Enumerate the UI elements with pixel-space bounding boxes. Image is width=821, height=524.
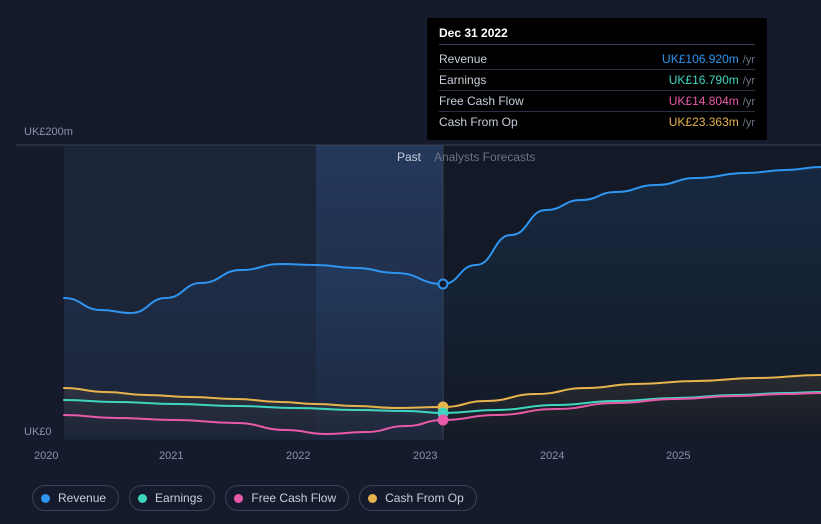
legend-item[interactable]: Free Cash Flow (225, 485, 349, 511)
tooltip-row: Free Cash FlowUK£14.804m/yr (439, 91, 755, 112)
tooltip-row-unit: /yr (743, 117, 755, 129)
x-axis-tick-label: 2024 (540, 450, 564, 462)
x-axis-tick-label: 2020 (34, 450, 58, 462)
legend-dot (368, 494, 377, 503)
x-axis-tick-label: 2021 (159, 450, 183, 462)
chart-legend: Revenue Earnings Free Cash Flow Cash From O… (32, 485, 477, 511)
tooltip-row-unit: /yr (743, 75, 755, 87)
section-label-forecast: Analysts Forecasts (434, 150, 535, 164)
section-label-past: Past (397, 150, 421, 164)
tooltip-row-value: UK£14.804m (669, 94, 739, 108)
legend-dot (41, 494, 50, 503)
legend-label: Free Cash Flow (251, 491, 336, 505)
x-axis-tick-label: 2022 (286, 450, 310, 462)
tooltip-row-value: UK£16.790m (669, 73, 739, 87)
tooltip-row-value: UK£23.363m (669, 115, 739, 129)
tooltip-row-value: UK£106.920m (662, 52, 739, 66)
tooltip-row-unit: /yr (743, 96, 755, 108)
legend-item[interactable]: Revenue (32, 485, 119, 511)
tooltip-row: EarningsUK£16.790m/yr (439, 70, 755, 91)
tooltip-row-label: Free Cash Flow (439, 94, 669, 108)
chart-container: UK£200m UK£0 Past Analysts Forecasts Dec… (16, 0, 805, 524)
legend-label: Cash From Op (385, 491, 464, 505)
tooltip-row-label: Revenue (439, 52, 662, 66)
tooltip-row-unit: /yr (743, 54, 755, 66)
legend-label: Revenue (58, 491, 106, 505)
y-axis-label-bottom: UK£0 (24, 426, 52, 438)
tooltip-title: Dec 31 2022 (439, 26, 755, 45)
y-axis-label-top: UK£200m (24, 126, 73, 138)
legend-label: Earnings (155, 491, 202, 505)
tooltip-row: RevenueUK£106.920m/yr (439, 49, 755, 70)
x-axis-tick-label: 2025 (666, 450, 690, 462)
legend-dot (234, 494, 243, 503)
legend-item[interactable]: Cash From Op (359, 485, 477, 511)
tooltip-row: Cash From OpUK£23.363m/yr (439, 112, 755, 132)
legend-dot (138, 494, 147, 503)
x-axis-tick-label: 2023 (413, 450, 437, 462)
chart-tooltip: Dec 31 2022 RevenueUK£106.920m/yrEarning… (427, 18, 767, 140)
legend-item[interactable]: Earnings (129, 485, 215, 511)
tooltip-row-label: Earnings (439, 73, 669, 87)
tooltip-row-label: Cash From Op (439, 115, 669, 129)
